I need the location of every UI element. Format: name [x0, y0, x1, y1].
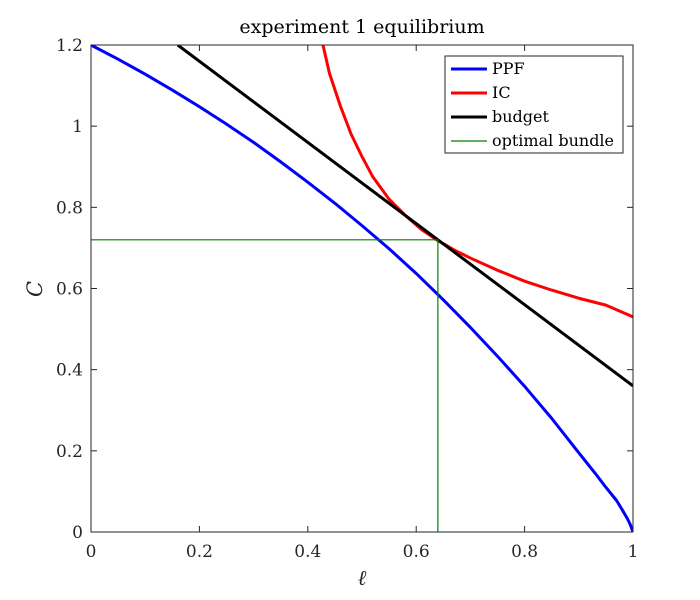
legend-label-budget: budget	[492, 107, 550, 126]
x-tick-label: 0.2	[186, 542, 213, 562]
series-line-optimal-bundle	[91, 239, 439, 532]
x-axis-label: ℓ	[358, 566, 367, 590]
series-line-ppf	[91, 45, 633, 532]
y-tick-label: 0.4	[56, 361, 83, 381]
chart-title: experiment 1 equilibrium	[239, 16, 484, 38]
y-tick-label: 0.2	[56, 442, 83, 462]
legend-label-ic: IC	[492, 83, 511, 102]
x-tick-label: 0	[86, 542, 97, 562]
y-axis-label: C	[23, 281, 47, 297]
y-tick-labels: 0 0.2 0.4 0.6 0.8 1 1.2	[56, 36, 83, 543]
y-tick-label: 1	[72, 117, 83, 137]
legend-label-optimal-bundle: optimal bundle	[492, 131, 614, 150]
legend: PPF IC budget optimal bundle	[444, 55, 624, 154]
series-layer	[91, 45, 633, 532]
x-tick-label: 0.8	[511, 542, 538, 562]
y-tick-label: 0.8	[56, 198, 83, 218]
legend-label-ppf: PPF	[492, 59, 525, 78]
legend-box	[444, 55, 624, 154]
x-tick-label: 0.6	[403, 542, 430, 562]
x-tick-labels: 0 0.2 0.4 0.6 0.8 1	[86, 542, 639, 562]
series-line-budget	[176, 45, 633, 388]
x-tick-label: 0.4	[294, 542, 321, 562]
axes-box	[90, 44, 634, 533]
y-tick-label: 1.2	[56, 36, 83, 56]
x-tick-label: 1	[628, 542, 639, 562]
y-tick-label: 0	[72, 523, 83, 543]
y-tick-label: 0.6	[56, 280, 83, 300]
